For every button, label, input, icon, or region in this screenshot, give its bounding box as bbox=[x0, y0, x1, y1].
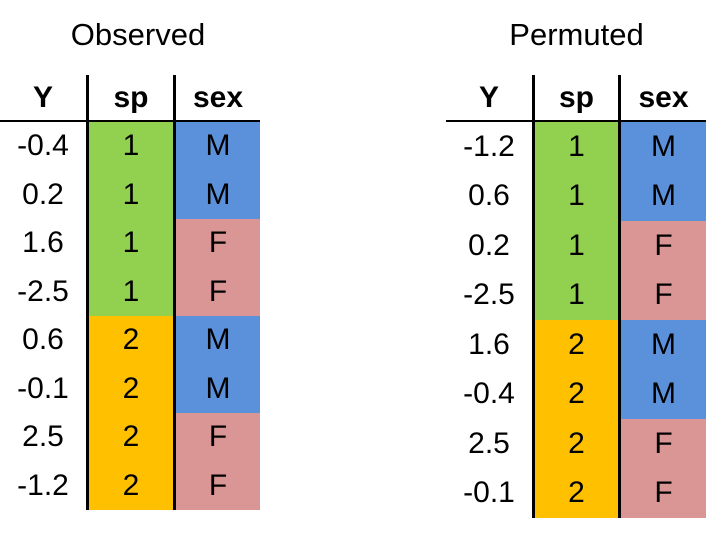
observed-cell-sp: 2 bbox=[86, 461, 173, 510]
observed-cell-sex: M bbox=[173, 364, 260, 413]
observed-cell-y: 2.5 bbox=[22, 420, 64, 454]
permuted-cell-sex: F bbox=[618, 221, 706, 271]
permuted-cell-sp: 2 bbox=[532, 468, 618, 518]
permuted-cell-sex: F bbox=[618, 270, 706, 320]
permuted-cell-y: -2.5 bbox=[463, 278, 515, 312]
permuted-cell-sp: 1 bbox=[532, 270, 618, 320]
observed-cell-sex: F bbox=[173, 267, 260, 316]
permuted-cell-sex: F bbox=[618, 468, 706, 518]
permuted-cell-sex: M bbox=[618, 320, 706, 370]
observed-cell-sex: M bbox=[173, 316, 260, 365]
observed-cell-y: 0.2 bbox=[22, 177, 64, 211]
observed-cell-y: 0.6 bbox=[22, 323, 64, 357]
observed-cell-y: -0.1 bbox=[17, 371, 69, 405]
permuted-cell-sp: 1 bbox=[532, 122, 618, 172]
permuted-header-sex: sex bbox=[618, 75, 706, 122]
observed-cell-sp: 1 bbox=[86, 267, 173, 316]
permuted-cell-y: 1.6 bbox=[468, 327, 510, 361]
observed-cell-y: -0.4 bbox=[17, 129, 69, 163]
observed-cell-sex: F bbox=[173, 413, 260, 462]
observed-cell-sp: 1 bbox=[86, 170, 173, 219]
permuted-cell-y: -0.4 bbox=[463, 377, 515, 411]
permuted-cell-y: -1.2 bbox=[463, 129, 515, 163]
observed-cell-sp: 2 bbox=[86, 364, 173, 413]
permuted-cell-sex: M bbox=[618, 171, 706, 221]
permuted-cell-sex: M bbox=[618, 369, 706, 419]
permuted-cell-sp: 2 bbox=[532, 369, 618, 419]
observed-header-sp: sp bbox=[86, 75, 173, 122]
observed-cell-sex: M bbox=[173, 170, 260, 219]
permuted-header-y: Y bbox=[446, 75, 532, 122]
permuted-cell-sp: 1 bbox=[532, 221, 618, 271]
permuted-cell-sp: 2 bbox=[532, 320, 618, 370]
permuted-cell-y: 2.5 bbox=[468, 426, 510, 460]
permuted-cell-sp: 2 bbox=[532, 419, 618, 469]
observed-cell-sp: 1 bbox=[86, 219, 173, 268]
observed-title: Observed bbox=[70, 17, 206, 52]
permuted-cell-sex: M bbox=[618, 122, 706, 172]
observed-cell-sp: 2 bbox=[86, 316, 173, 365]
permuted-cell-y: 0.6 bbox=[468, 179, 510, 213]
permuted-cell-sp: 1 bbox=[532, 171, 618, 221]
permuted-header-sp: sp bbox=[532, 75, 618, 122]
permuted-cell-y: 0.2 bbox=[468, 228, 510, 262]
permuted-cell-y: -0.1 bbox=[463, 476, 515, 510]
observed-cell-y: -1.2 bbox=[17, 468, 69, 502]
observed-cell-y: -2.5 bbox=[17, 274, 69, 308]
observed-cell-sex: M bbox=[173, 122, 260, 171]
observed-cell-sp: 2 bbox=[86, 413, 173, 462]
observed-cell-y: 1.6 bbox=[22, 226, 64, 260]
observed-cell-sp: 1 bbox=[86, 122, 173, 171]
permuted-title: Permuted bbox=[509, 17, 644, 52]
observed-cell-sex: F bbox=[173, 461, 260, 510]
observed-header-y: Y bbox=[0, 75, 86, 122]
permuted-cell-sex: F bbox=[618, 419, 706, 469]
observed-cell-sex: F bbox=[173, 219, 260, 268]
observed-header-sex: sex bbox=[173, 75, 260, 122]
